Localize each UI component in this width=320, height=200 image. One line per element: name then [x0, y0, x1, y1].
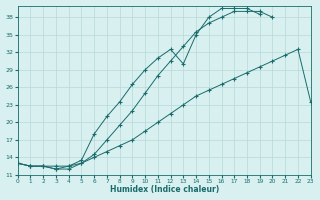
X-axis label: Humidex (Indice chaleur): Humidex (Indice chaleur) — [109, 185, 219, 194]
